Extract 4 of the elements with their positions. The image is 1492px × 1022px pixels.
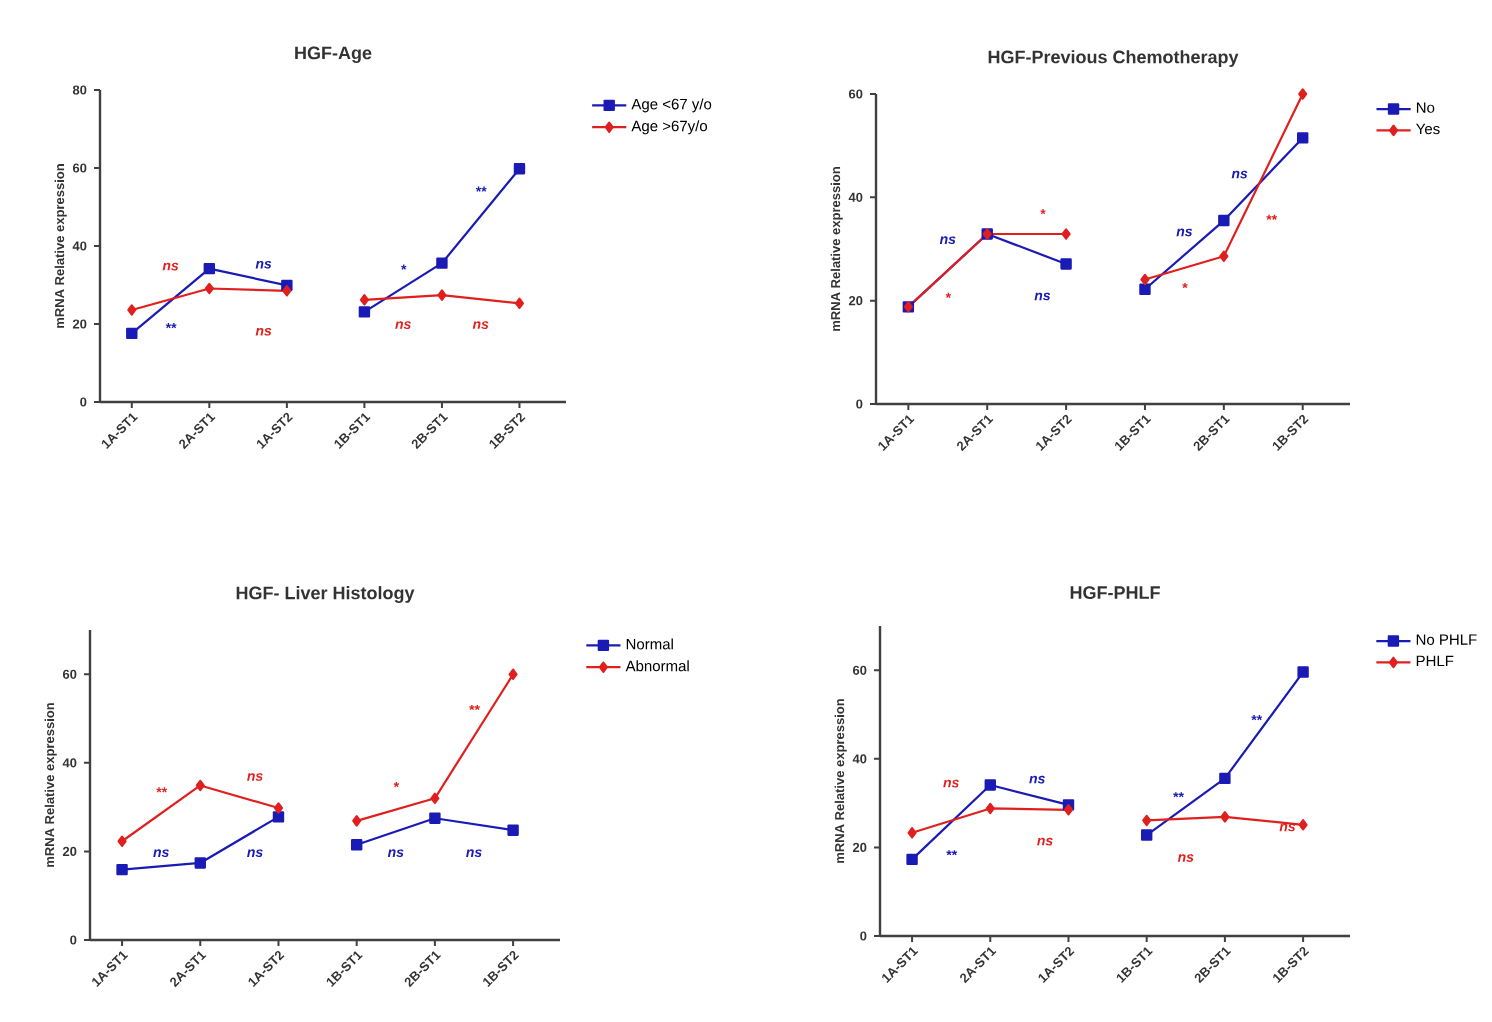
chart-title: HGF- Liver Histology <box>236 586 415 603</box>
chart-title: HGF-Previous Chemotherapy <box>988 50 1239 67</box>
chart-title: HGF-PHLF <box>1070 586 1160 599</box>
chart-title: HGF-Age <box>295 46 372 63</box>
